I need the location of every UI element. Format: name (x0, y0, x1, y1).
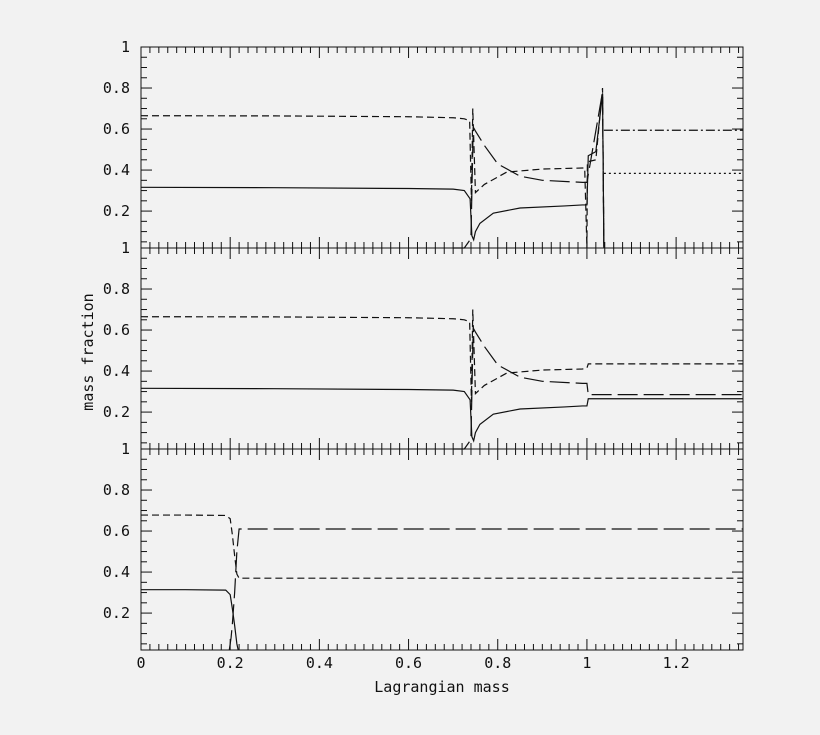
y-tick-label: 0.8 (103, 79, 130, 97)
plot-frame (140, 46, 744, 249)
y-tick-label: 0.6 (103, 522, 130, 540)
x-tick-label: 1.2 (663, 654, 690, 672)
y-tick-label: 0.4 (103, 161, 130, 179)
y-tick-label: 1 (121, 38, 130, 56)
panel-top: 0.2 0.4 0.6 0.8 1 (103, 38, 744, 249)
panel-middle: 0.2 0.4 0.6 0.8 1 (103, 239, 744, 450)
panel-bottom: 0.2 0.4 0.6 0.8 1 0 0.2 0.4 0.6 0.8 1 1.2 (103, 440, 744, 672)
series-line-long-dash (453, 92, 605, 249)
series-line-long-dash (453, 325, 743, 450)
y-tick-label: 0.6 (103, 120, 130, 138)
y-tick-label: 0.8 (103, 280, 130, 298)
series-line-short-dash (141, 514, 743, 579)
y-tick-label: 0.2 (103, 202, 130, 220)
series-line-solid (141, 589, 239, 651)
y-tick-label: 0.2 (103, 604, 130, 622)
x-tick-label: 1 (582, 654, 591, 672)
plot-frame (140, 247, 744, 450)
series-line-short-dash (140, 87, 605, 249)
plot-frame (140, 448, 744, 651)
y-tick-label: 0.2 (103, 403, 130, 421)
x-tick-label: 0.6 (395, 654, 422, 672)
x-tick-label: 0.4 (306, 654, 333, 672)
y-tick-label: 0.8 (103, 481, 130, 499)
x-tick-label: 0.2 (217, 654, 244, 672)
y-axis-label: mass fraction (79, 293, 97, 410)
y-tick-label: 1 (121, 239, 130, 257)
y-tick-label: 0.4 (103, 563, 130, 581)
series-line-short-dash (140, 309, 743, 402)
series-line-long-dash (228, 528, 743, 651)
x-tick-label: 0 (136, 654, 145, 672)
x-tick-label: 0.8 (484, 654, 511, 672)
series-line-solid (140, 94, 605, 249)
y-tick-label: 0.6 (103, 321, 130, 339)
series-line-solid (140, 387, 743, 443)
y-tick-label: 1 (121, 440, 130, 458)
y-tick-label: 0.4 (103, 362, 130, 380)
x-axis-label: Lagrangian mass (374, 678, 509, 696)
